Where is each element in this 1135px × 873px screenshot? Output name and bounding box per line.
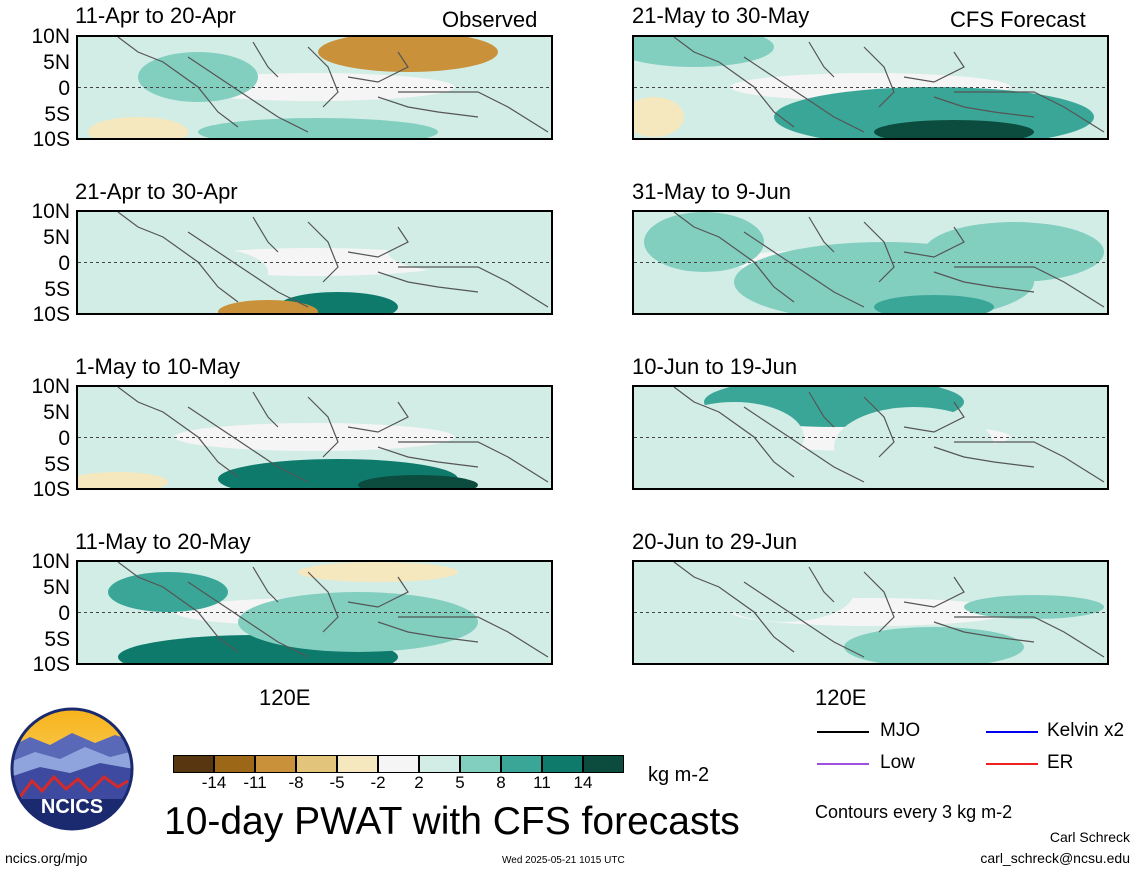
lat-label: 0 — [58, 427, 70, 450]
page-title: 10-day PWAT with CFS forecasts — [164, 800, 740, 843]
map-panel-right-4 — [632, 560, 1109, 665]
panel-title-left-2: 21-Apr to 30-Apr — [75, 179, 238, 204]
lat-label: 5N — [43, 51, 70, 74]
lat-label: 10N — [31, 200, 70, 223]
website-link[interactable]: ncics.org/mjo — [5, 850, 88, 866]
lat-label: 0 — [58, 252, 70, 275]
map-panel-left-3 — [76, 385, 553, 490]
colorbar-swatch — [255, 755, 296, 773]
legend-line-mjo — [817, 731, 869, 733]
lat-label: 10N — [31, 375, 70, 398]
panel-title-right-2: 31-May to 9-Jun — [632, 179, 791, 204]
map-panel-left-2 — [76, 210, 553, 315]
panel-title-right-4: 20-Jun to 29-Jun — [632, 529, 798, 554]
colorbar-swatch — [419, 755, 460, 773]
colorbar-tick-label: -2 — [370, 773, 386, 792]
colorbar-swatch — [501, 755, 542, 773]
lat-label: 10S — [32, 653, 70, 676]
map-panel-right-2 — [632, 210, 1109, 315]
map-panel-right-1 — [632, 35, 1109, 140]
colorbar-swatch — [460, 755, 501, 773]
ncics-logo[interactable]: NCICS — [10, 707, 134, 831]
colorbar-swatch — [542, 755, 583, 773]
author: Carl Schreck — [1049, 829, 1130, 845]
colorbar-tick-label: 5 — [455, 773, 465, 792]
logo-text: NCICS — [41, 796, 103, 818]
legend-label-kelvin: Kelvin x2 — [1047, 720, 1125, 741]
lat-label: 10S — [32, 478, 70, 501]
forecast-label: CFS Forecast — [950, 7, 1086, 32]
colorbar-tick-label: -14 — [201, 773, 227, 792]
lat-label: 10S — [32, 128, 70, 151]
lat-label: 5S — [44, 628, 70, 651]
colorbar-tick-label: 2 — [414, 773, 424, 792]
colorbar-swatch — [337, 755, 378, 773]
lon-label-right: 120E — [815, 685, 867, 710]
panel-title-left-1: 11-Apr to 20-Apr — [75, 3, 237, 28]
lat-label: 10N — [31, 550, 70, 573]
lat-label: 10S — [32, 303, 70, 326]
lat-label: 5N — [43, 401, 70, 424]
legend-line-low — [817, 763, 869, 765]
panel-title-right-3: 10-Jun to 19-Jun — [632, 354, 798, 379]
lat-label: 5S — [44, 453, 70, 476]
lat-label: 0 — [58, 602, 70, 625]
contour-note: Contours every 3 kg m-2 — [815, 802, 1013, 822]
lat-label: 10N — [31, 25, 70, 48]
map-panel-left-1 — [76, 35, 553, 140]
panel-title-right-1: 21-May to 30-May — [632, 3, 810, 28]
legend-label-mjo: MJO — [880, 720, 921, 741]
timestamp: Wed 2025-05-21 1015 UTC — [502, 855, 625, 866]
panel-title-left-3: 1-May to 10-May — [75, 354, 241, 379]
colorbar-tick-label: -5 — [329, 773, 345, 792]
colorbar-tick-label: 14 — [573, 773, 593, 792]
colorbar-tick-label: -8 — [288, 773, 304, 792]
legend-label-er: ER — [1047, 752, 1074, 773]
lat-label: 5S — [44, 103, 70, 126]
colorbar-swatch — [378, 755, 419, 773]
colorbar-units: kg m-2 — [648, 764, 710, 786]
lat-label: 5N — [43, 226, 70, 249]
colorbar-swatch — [214, 755, 255, 773]
map-panel-right-3 — [632, 385, 1109, 490]
observed-label: Observed — [442, 7, 538, 32]
colorbar-swatch — [583, 755, 624, 773]
legend-line-er — [986, 763, 1038, 765]
email[interactable]: carl_schreck@ncsu.edu — [980, 850, 1130, 866]
lat-label: 5S — [44, 278, 70, 301]
lat-label: 0 — [58, 77, 70, 100]
lat-label: 5N — [43, 576, 70, 599]
legend-line-kelvin — [986, 731, 1038, 733]
colorbar-swatch — [296, 755, 337, 773]
colorbar-tick-label: -11 — [243, 773, 267, 792]
legend-label-low: Low — [880, 752, 915, 773]
map-panel-left-4 — [76, 560, 553, 665]
colorbar-swatch — [173, 755, 214, 773]
lon-label-left: 120E — [259, 685, 311, 710]
colorbar-tick-label: 11 — [533, 773, 551, 792]
panel-title-left-4: 11-May to 20-May — [75, 529, 251, 554]
colorbar-tick-label: 8 — [496, 773, 506, 792]
